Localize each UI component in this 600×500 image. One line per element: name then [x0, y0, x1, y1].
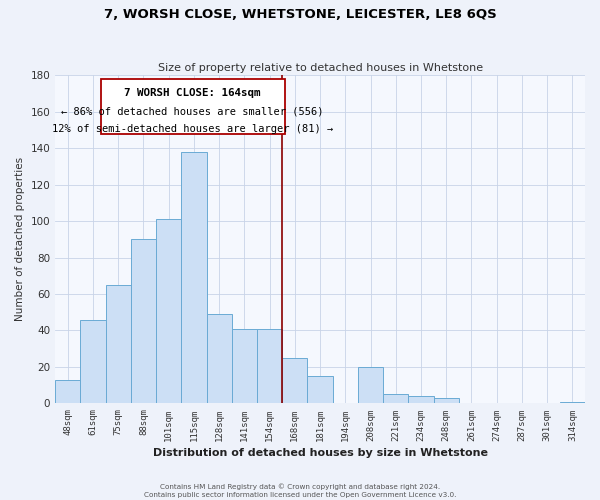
Bar	[131, 240, 156, 404]
Bar	[206, 314, 232, 404]
Bar	[80, 320, 106, 404]
Text: 7, WORSH CLOSE, WHETSTONE, LEICESTER, LE8 6QS: 7, WORSH CLOSE, WHETSTONE, LEICESTER, LE…	[104, 8, 496, 20]
Text: ← 86% of detached houses are smaller (556): ← 86% of detached houses are smaller (55…	[61, 106, 324, 116]
Text: 12% of semi-detached houses are larger (81) →: 12% of semi-detached houses are larger (…	[52, 124, 333, 134]
Bar	[409, 396, 434, 404]
Bar	[257, 328, 282, 404]
Bar	[232, 328, 257, 404]
Y-axis label: Number of detached properties: Number of detached properties	[15, 157, 25, 322]
Bar	[282, 358, 307, 404]
Bar	[560, 402, 585, 404]
Bar	[307, 376, 332, 404]
Bar	[55, 380, 80, 404]
Bar	[106, 285, 131, 404]
Bar	[181, 152, 206, 404]
Bar	[383, 394, 409, 404]
X-axis label: Distribution of detached houses by size in Whetstone: Distribution of detached houses by size …	[152, 448, 488, 458]
Title: Size of property relative to detached houses in Whetstone: Size of property relative to detached ho…	[158, 63, 482, 73]
Bar	[101, 79, 285, 134]
Text: Contains HM Land Registry data © Crown copyright and database right 2024.
Contai: Contains HM Land Registry data © Crown c…	[144, 484, 456, 498]
Bar	[434, 398, 459, 404]
Bar	[358, 367, 383, 404]
Bar	[156, 219, 181, 404]
Text: 7 WORSH CLOSE: 164sqm: 7 WORSH CLOSE: 164sqm	[124, 88, 261, 98]
